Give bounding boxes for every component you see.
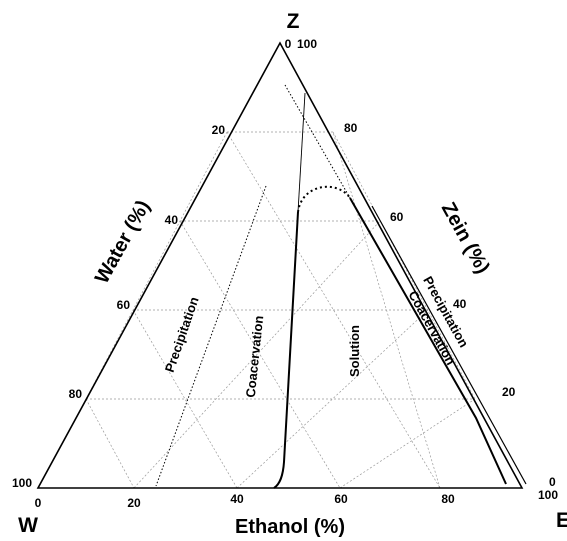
solubility-dome	[297, 185, 351, 213]
region-coacervation-left: Coacervation	[243, 315, 267, 399]
water-tick-100: 100	[12, 476, 32, 490]
zein-tick-40: 40	[453, 297, 467, 311]
grid-ethanol-60	[339, 398, 476, 489]
zein-tick-80: 80	[344, 121, 358, 135]
apex-zero-label: 0	[285, 37, 292, 51]
right-precipitation-boundary	[371, 205, 527, 485]
water-tick-80: 80	[69, 387, 83, 401]
vertex-w: W	[18, 514, 38, 537]
triangle-outline	[36, 41, 524, 489]
water-tick-40: 40	[165, 213, 179, 227]
ethanol-tick-100: 100	[538, 488, 558, 502]
ethanol-tick-0: 0	[35, 496, 42, 510]
ethanol-tick-80: 80	[441, 492, 455, 506]
grid-ethanol-80	[332, 131, 441, 489]
vertex-e: E	[556, 509, 567, 532]
solution-right-boundary	[349, 197, 507, 485]
water-tick-20: 20	[212, 123, 226, 137]
left-precipitation-boundary	[155, 185, 267, 487]
zein-tick-60: 60	[390, 210, 404, 224]
grid-water-80	[226, 131, 441, 489]
ethanol-axis-title: Ethanol (%)	[235, 516, 345, 538]
grid-ethanol-40	[236, 309, 429, 489]
grid-lines	[85, 131, 476, 489]
zein-tick-100: 100	[297, 37, 317, 51]
vertex-z: Z	[287, 10, 300, 33]
water-tick-60: 60	[117, 298, 131, 312]
ethanol-tick-20: 20	[127, 496, 141, 510]
zein-tick-20: 20	[502, 385, 516, 399]
ethanol-tick-60: 60	[334, 492, 348, 506]
region-precipitation-left: Precipitation	[162, 295, 202, 374]
water-axis-title: Water (%)	[91, 197, 155, 288]
ethanol-tick-40: 40	[230, 492, 244, 506]
zein-tick-0: 0	[549, 475, 556, 489]
phase-boundaries	[155, 84, 527, 489]
zein-axis-title: Zein (%)	[437, 199, 494, 278]
grid-water-20	[85, 398, 135, 489]
upper-thin-boundary	[297, 92, 306, 213]
upper-dotted-boundary	[284, 84, 351, 199]
coacervation-solution-boundary	[273, 211, 299, 489]
grid-ethanol-20	[133, 220, 381, 489]
region-solution: Solution	[347, 325, 362, 377]
grid-extra-b	[332, 131, 476, 400]
